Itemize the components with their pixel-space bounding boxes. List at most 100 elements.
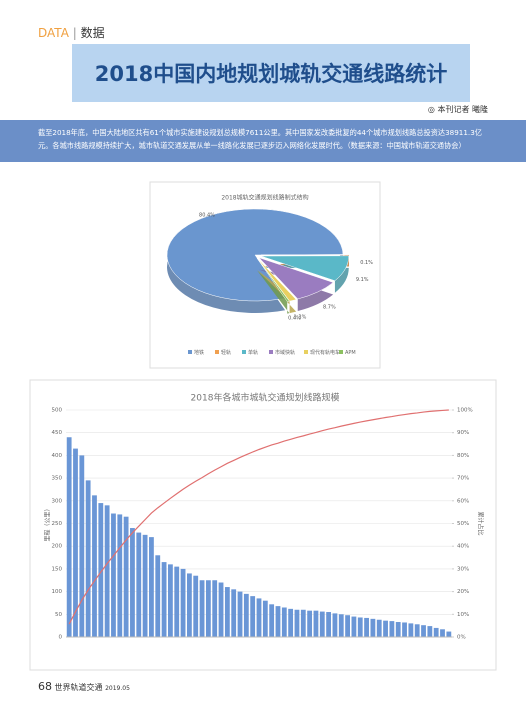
- y2-tick-label: 50%: [457, 521, 469, 527]
- value-label: 1.3%: [294, 314, 307, 320]
- bar: [199, 580, 205, 637]
- bar: [193, 575, 199, 637]
- byline: ◎ 本刊记者 曦隆: [427, 105, 488, 114]
- y-tick-label: 450: [52, 430, 63, 436]
- chart-title: 2018城轨交通规划线路制式结构: [221, 194, 308, 202]
- bar: [142, 534, 148, 637]
- y-tick-label: 200: [52, 544, 63, 550]
- y-tick-label: 400: [52, 453, 63, 459]
- bar: [389, 621, 395, 637]
- y2-tick-label: 60%: [457, 498, 469, 504]
- pie-slice: [257, 258, 297, 314]
- footer: 68 世界轨道交通 2019.05: [38, 680, 130, 693]
- bar: [275, 606, 281, 637]
- value-label: 8.7%: [323, 304, 336, 310]
- chart-frame: [149, 181, 381, 369]
- bar: [402, 622, 407, 637]
- legend-label: 轻轨: [221, 349, 231, 356]
- legend-swatch: [269, 350, 273, 354]
- section-header: DATA | 数据: [38, 26, 105, 40]
- bar: [85, 480, 91, 637]
- bar: [130, 528, 135, 637]
- bar: [408, 623, 414, 637]
- bar: [224, 587, 230, 637]
- bar: [123, 516, 129, 637]
- intro: 截至2018年底，中国大陆地区共有61个城市实施建设规划总规模7611公里。其中…: [38, 126, 490, 152]
- y-tick-label: 150: [52, 566, 63, 572]
- bar: [205, 580, 211, 637]
- bar: [281, 607, 287, 637]
- y-tick-label: 500: [52, 408, 63, 414]
- bar: [364, 617, 369, 637]
- issue: 2019.05: [105, 685, 130, 692]
- bar: [250, 596, 256, 637]
- bar: [446, 631, 452, 637]
- bar: [421, 625, 426, 637]
- bar: [168, 564, 173, 637]
- bar: [174, 566, 180, 637]
- bar: [319, 611, 325, 637]
- legend-label: APM: [345, 350, 356, 356]
- bar: [180, 568, 186, 637]
- pie-slice: [166, 208, 344, 313]
- legend-label: 地铁: [194, 349, 204, 356]
- bar: [186, 573, 192, 637]
- bar-chart: 2018年各城市城轨交通规划线路规模 0 50 100 150 200 250 300 350 4…: [29, 379, 497, 671]
- bar: [370, 618, 376, 637]
- pie-slice: [256, 258, 290, 314]
- y2-axis-label: 累计占比: [477, 511, 485, 535]
- bar: [79, 455, 85, 637]
- bar: [269, 604, 275, 637]
- bar: [243, 593, 249, 637]
- y2-tick-label: 40%: [457, 544, 469, 550]
- page-number: 68: [38, 680, 52, 693]
- bar: [212, 580, 218, 637]
- bar: [383, 620, 388, 637]
- cumulative-line: [68, 409, 449, 625]
- value-label: 80.4%: [199, 213, 215, 219]
- y2-tick-label: 100%: [457, 408, 473, 414]
- value-label: 0.4%: [288, 315, 301, 321]
- bar: [237, 591, 243, 637]
- intro-band: [0, 120, 526, 162]
- y-tick-label: 250: [52, 521, 63, 527]
- bar: [395, 622, 401, 637]
- slice-top: [166, 208, 344, 302]
- bar: [73, 448, 78, 637]
- y-tick-label: 100: [52, 589, 63, 595]
- bar: [111, 513, 116, 637]
- bar: [357, 617, 363, 637]
- y2-tick-label: 80%: [457, 453, 469, 459]
- bar: [307, 610, 313, 637]
- bar: [440, 629, 445, 637]
- bar: [117, 514, 123, 637]
- legend-swatch: [339, 350, 343, 354]
- y-tick-label: 0: [59, 635, 63, 641]
- bar: [414, 624, 420, 637]
- chart-title: 2018年各城市城轨交通规划线路规模: [191, 392, 340, 404]
- bar: [345, 615, 350, 637]
- bar: [161, 562, 167, 637]
- y-tick-label: 50: [55, 612, 62, 618]
- bar: [332, 613, 338, 637]
- bar: [376, 619, 382, 637]
- value-label: 0.1%: [360, 260, 373, 266]
- bar: [300, 609, 306, 637]
- pie-chart: 2018城轨交通规划线路制式结构 80.4% 0.1% 9.1% 8.7% 1.3%0.4…: [149, 181, 381, 369]
- legend-label: 市域快轨: [275, 349, 295, 356]
- bar: [149, 537, 154, 637]
- bar: [155, 555, 161, 637]
- bar: [231, 589, 237, 637]
- y2-tick-label: 90%: [457, 430, 469, 436]
- y2-tick-label: 20%: [457, 589, 469, 595]
- y-tick-label: 300: [52, 498, 63, 504]
- bar: [104, 505, 110, 637]
- bar: [427, 626, 433, 637]
- y2-tick-label: 0%: [457, 635, 466, 641]
- slice-top: [260, 255, 350, 282]
- value-label: 9.1%: [356, 277, 369, 283]
- slice-top: [258, 257, 334, 300]
- bar: [294, 609, 300, 637]
- section: DATA: [38, 26, 69, 40]
